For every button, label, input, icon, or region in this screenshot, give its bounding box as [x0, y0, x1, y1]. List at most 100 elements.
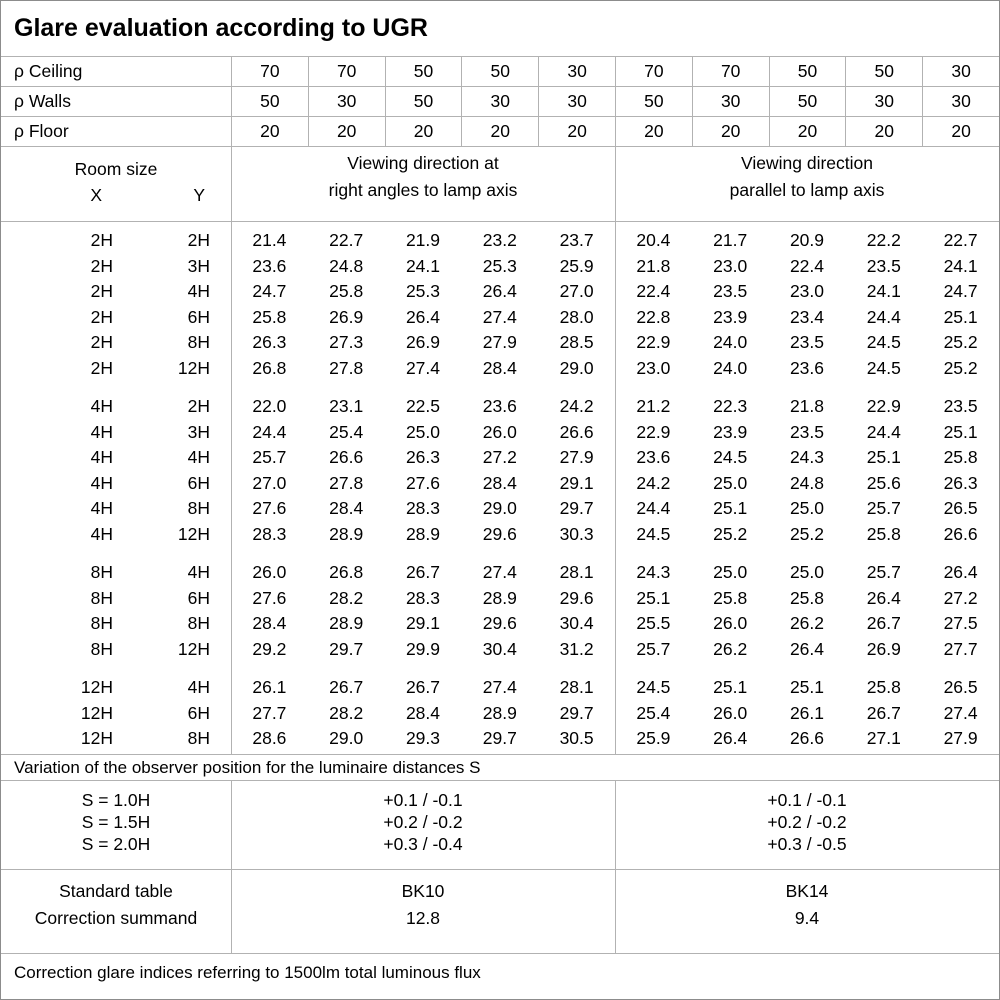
ugr-value-right-angle: 25.4	[329, 421, 364, 442]
reflectance-value: 20	[231, 117, 308, 146]
reflectance-value: 20	[384, 117, 462, 146]
variation-parallel-value: +0.1 / -0.1	[767, 790, 847, 810]
ugr-value-right-angle: 29.0	[482, 498, 517, 518]
ugr-value-parallel: 22.7	[943, 230, 978, 250]
ugr-value-parallel: 25.1	[943, 421, 978, 442]
ugr-row: 2H 4H 24.7 25.8 25.3 26.4 27.0 22.4 23.5 23.0 24.1…	[1, 279, 999, 305]
reflectance-label: ρ Walls	[14, 91, 71, 111]
reflectance-value: 30	[691, 87, 769, 116]
ugr-value-right-angle: 28.3	[252, 523, 287, 544]
room-y-value: 12H	[177, 523, 210, 544]
variation-right-angle-value: +0.2 / -0.2	[383, 812, 463, 832]
ugr-value-parallel: 25.1	[943, 306, 978, 327]
ugr-value-parallel: 22.4	[636, 281, 671, 301]
room-x-value: 12H	[80, 677, 113, 697]
room-x-value: 8H	[90, 562, 113, 582]
ugr-value-right-angle: 28.4	[405, 702, 441, 723]
room-x-value: 4H	[90, 421, 113, 442]
ugr-value-right-angle: 26.0	[482, 421, 517, 442]
standard-table-label: Standard table	[59, 881, 173, 901]
reflectance-value: 70	[231, 57, 308, 86]
ugr-value-parallel: 24.0	[713, 332, 748, 352]
ugr-value-right-angle: 27.4	[405, 357, 441, 378]
ugr-value-right-angle: 28.0	[559, 306, 594, 327]
reflectance-value: 20	[922, 117, 999, 146]
ugr-value-parallel: 26.6	[789, 728, 825, 748]
ugr-value-parallel: 25.8	[943, 447, 978, 467]
standard-table-row: Correction summand 12.8 9.4	[1, 905, 999, 932]
ugr-value-parallel: 25.2	[943, 357, 978, 378]
ugr-value-right-angle: 23.2	[482, 230, 517, 250]
ugr-value-parallel: 25.8	[866, 523, 901, 544]
s-distance-label: S = 1.0H	[81, 790, 151, 810]
observer-variation-table: S = 1.0H +0.1 / -0.1 +0.1 / -0.1 S = 1.5…	[1, 781, 999, 870]
ugr-value-parallel: 26.4	[713, 728, 748, 748]
ugr-value-right-angle: 28.4	[252, 613, 287, 633]
ugr-row: 4H 3H 24.4 25.4 25.0 26.0 26.6 22.9 23.9 23.5 24.4…	[1, 420, 999, 446]
ugr-value-parallel: 20.4	[636, 230, 671, 250]
reflectance-row: ρ Ceiling 70 70 50 50 30 70 70 50 50 30	[1, 57, 999, 87]
reflectance-value: 20	[615, 117, 692, 146]
ugr-value-parallel: 27.7	[943, 638, 978, 659]
ugr-value-parallel: 24.7	[943, 281, 978, 301]
observer-variation-note: Variation of the observer position for t…	[1, 755, 999, 781]
ugr-row: 4H 6H 27.0 27.8 27.6 28.4 29.1 24.2 25.0 24.8 25.6…	[1, 471, 999, 497]
ugr-value-parallel: 24.5	[866, 357, 901, 378]
standard-table-right-angle-value: 12.8	[405, 908, 441, 928]
ugr-value-right-angle: 26.7	[405, 562, 441, 582]
ugr-value-parallel: 26.7	[866, 613, 901, 633]
ugr-value-right-angle: 30.5	[559, 728, 594, 748]
ugr-value-parallel: 26.4	[866, 587, 901, 608]
ugr-value-parallel: 24.2	[636, 472, 671, 493]
ugr-value-right-angle: 24.8	[329, 255, 364, 276]
column-divider	[615, 870, 616, 953]
room-x-value: 12H	[80, 702, 113, 723]
ugr-value-right-angle: 28.2	[329, 702, 364, 723]
ugr-value-right-angle: 26.4	[482, 281, 517, 301]
ugr-value-right-angle: 31.2	[559, 638, 594, 659]
reflectance-value: 50	[615, 87, 692, 116]
room-size-group: 2H 2H 21.4 22.7 21.9 23.2 23.7 20.4 21.7 20.9 22.2…	[1, 228, 999, 381]
ugr-value-right-angle: 27.2	[482, 447, 517, 467]
ugr-value-parallel: 21.2	[636, 396, 671, 416]
reflectance-value: 50	[461, 57, 538, 86]
ugr-value-parallel: 24.4	[866, 421, 901, 442]
ugr-value-parallel: 27.5	[943, 613, 978, 633]
reflectance-value: 30	[922, 57, 999, 86]
ugr-value-right-angle: 28.3	[405, 498, 441, 518]
ugr-value-parallel: 23.5	[713, 281, 748, 301]
header-line: right angles to lamp axis	[328, 180, 518, 200]
ugr-value-parallel: 26.0	[713, 613, 748, 633]
reflectance-value: 70	[615, 57, 692, 86]
reflectance-value: 70	[691, 57, 769, 86]
room-y-value: 8H	[187, 613, 210, 633]
room-size-group: 4H 2H 22.0 23.1 22.5 23.6 24.2 21.2 22.3 21.8 22.9…	[1, 394, 999, 547]
ugr-value-right-angle: 27.8	[329, 357, 364, 378]
ugr-value-parallel: 25.1	[866, 447, 901, 467]
ugr-value-parallel: 25.2	[789, 523, 825, 544]
room-size-title: Room size	[74, 159, 158, 179]
variation-right-angle-value: +0.3 / -0.4	[383, 834, 463, 854]
ugr-value-right-angle: 28.2	[329, 587, 364, 608]
ugr-value-right-angle: 24.2	[559, 396, 594, 416]
room-y-value: 4H	[187, 447, 210, 467]
ugr-value-parallel: 25.8	[789, 587, 825, 608]
standard-table-label: Correction summand	[34, 908, 198, 928]
room-size-group: 8H 4H 26.0 26.8 26.7 27.4 28.1 24.3 25.0 25.0 25.7…	[1, 560, 999, 662]
ugr-value-parallel: 24.3	[636, 562, 671, 582]
ugr-value-right-angle: 26.8	[329, 562, 364, 582]
room-size-axes: X Y	[1, 182, 231, 208]
ugr-row: 12H 4H 26.1 26.7 26.7 27.4 28.1 24.5 25.1 25.1 25.…	[1, 675, 999, 701]
ugr-value-right-angle: 22.7	[329, 230, 364, 250]
ugr-value-right-angle: 23.6	[252, 255, 287, 276]
room-y-value: 4H	[187, 281, 210, 301]
ugr-data-table: 2H 2H 21.4 22.7 21.9 23.2 23.7 20.4 21.7 20.9 22.2…	[1, 222, 999, 755]
ugr-value-right-angle: 26.9	[329, 306, 364, 327]
ugr-value-parallel: 22.3	[713, 396, 748, 416]
ugr-value-right-angle: 27.3	[329, 332, 364, 352]
ugr-value-parallel: 26.0	[713, 702, 748, 723]
ugr-value-parallel: 23.6	[789, 357, 825, 378]
ugr-value-parallel: 26.2	[713, 638, 748, 659]
ugr-value-right-angle: 28.9	[482, 587, 517, 608]
ugr-value-right-angle: 21.9	[405, 230, 441, 250]
